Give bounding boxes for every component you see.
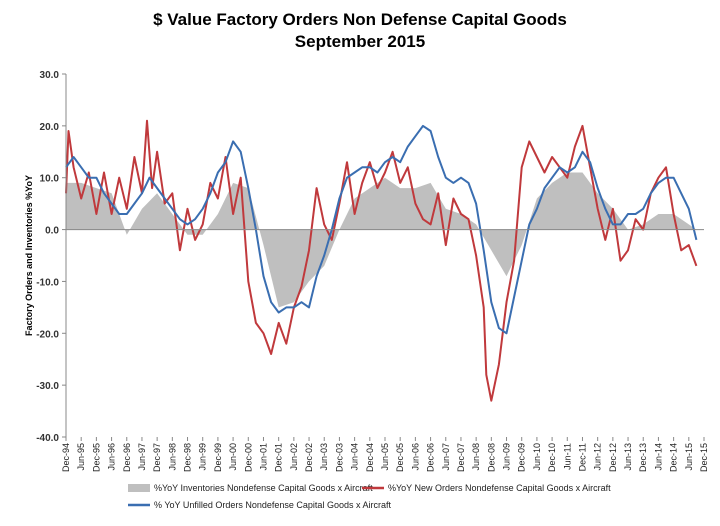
- legend-swatch: [128, 484, 150, 492]
- x-tick-label: Jun-95: [76, 443, 86, 471]
- x-tick-label: Jun-10: [532, 443, 542, 471]
- legend-label: %YoY Inventories Nondefense Capital Good…: [154, 483, 373, 493]
- x-tick-label: Jun-12: [593, 443, 603, 471]
- x-tick-label: Dec-94: [61, 443, 71, 472]
- x-tick-label: Dec-12: [608, 443, 618, 472]
- x-tick-label: Dec-99: [213, 443, 223, 472]
- x-tick-label: Dec-15: [699, 443, 709, 472]
- y-tick-label: -10.0: [36, 277, 59, 288]
- x-tick-label: Dec-01: [274, 443, 284, 472]
- legend-label: % YoY Unfilled Orders Nondefense Capital…: [154, 500, 391, 510]
- x-tick-label: Jun-05: [380, 443, 390, 471]
- x-tick-label: Jun-14: [653, 443, 663, 471]
- y-tick-label: -20.0: [36, 329, 59, 340]
- x-tick-label: Dec-09: [517, 443, 527, 472]
- x-tick-label: Dec-00: [243, 443, 253, 472]
- y-tick-label: 20.0: [40, 122, 60, 133]
- x-tick-label: Dec-02: [304, 443, 314, 472]
- x-tick-label: Dec-96: [122, 443, 132, 472]
- y-tick-label: -30.0: [36, 381, 59, 392]
- x-tick-label: Jun-11: [562, 443, 572, 470]
- y-tick-label: -40.0: [36, 433, 59, 444]
- x-tick-label: Jun-01: [258, 443, 268, 471]
- x-tick-label: Jun-15: [684, 443, 694, 471]
- x-tick-label: Jun-97: [137, 443, 147, 471]
- x-tick-label: Dec-98: [183, 443, 193, 472]
- x-tick-label: Jun-98: [167, 443, 177, 471]
- x-tick-label: Dec-05: [395, 443, 405, 472]
- x-tick-label: Dec-10: [547, 443, 557, 472]
- legend-label: %YoY New Orders Nondefense Capital Goods…: [388, 483, 611, 493]
- x-tick-label: Dec-14: [669, 443, 679, 472]
- series-unfilled-orders-line: [65, 124, 698, 335]
- series-new-orders-line: [65, 119, 698, 402]
- x-tick-label: Jun-99: [198, 443, 208, 471]
- chart-title: $ Value Factory Orders Non Defense Capit…: [153, 10, 567, 29]
- x-tick-label: Dec-08: [486, 443, 496, 472]
- x-tick-label: Dec-95: [91, 443, 101, 472]
- x-tick-label: Dec-06: [426, 443, 436, 472]
- x-tick-label: Jun-07: [441, 443, 451, 471]
- y-tick-label: 30.0: [40, 70, 60, 81]
- x-tick-label: Jun-03: [319, 443, 329, 471]
- x-tick-label: Jun-02: [289, 443, 299, 471]
- x-tick-label: Dec-11: [577, 443, 587, 471]
- x-tick-label: Jun-96: [107, 443, 117, 471]
- x-tick-label: Dec-03: [334, 443, 344, 472]
- x-tick-label: Jun-13: [623, 443, 633, 471]
- x-tick-label: Jun-04: [350, 443, 360, 471]
- x-tick-label: Jun-00: [228, 443, 238, 471]
- x-tick-label: Dec-04: [365, 443, 375, 472]
- chart-subtitle: September 2015: [294, 32, 426, 51]
- y-tick-label: 10.0: [40, 174, 60, 185]
- x-tick-label: Dec-07: [456, 443, 466, 472]
- x-tick-label: Jun-08: [471, 443, 481, 471]
- y-axis-label: Factory Orders and Inventories %YoY: [24, 175, 34, 336]
- x-tick-label: Dec-13: [638, 443, 648, 472]
- y-tick-label: 0.0: [45, 226, 59, 237]
- x-tick-label: Jun-09: [502, 443, 512, 471]
- x-tick-label: Dec-97: [152, 443, 162, 472]
- x-tick-label: Jun-06: [410, 443, 420, 471]
